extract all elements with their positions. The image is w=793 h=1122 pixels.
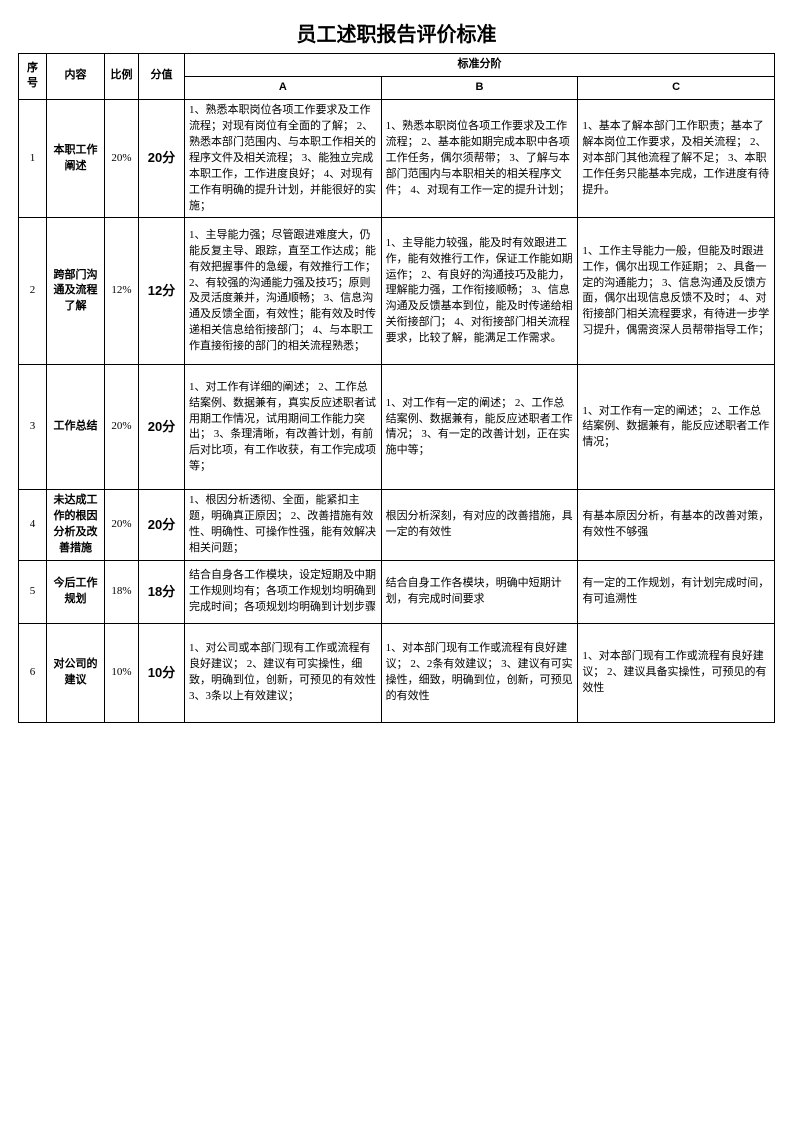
cell-A: 1、主导能力强；尽管跟进难度大，仍能反复主导、跟踪，直至工作达成；能有效把握事件…	[185, 218, 382, 365]
cell-B: 1、主导能力较强，能及时有效跟进工作，能有效推行工作，保证工作能如期运作； 2、…	[381, 218, 578, 365]
table-row: 4未达成工作的根因分析及改善措施20%20分1、根因分析透彻、全面，能紧扣主题，…	[19, 490, 775, 561]
cell-C: 有一定的工作规划，有计划完成时间，有可追溯性	[578, 561, 775, 624]
cell-idx: 3	[19, 365, 47, 490]
header-B: B	[381, 76, 578, 99]
cell-name: 跨部门沟通及流程了解	[47, 218, 105, 365]
table-row: 2跨部门沟通及流程了解12%12分1、主导能力强；尽管跟进难度大，仍能反复主导、…	[19, 218, 775, 365]
table-row: 6对公司的建议10%10分1、对公司或本部门现有工作或流程有良好建议； 2、建议…	[19, 624, 775, 723]
cell-ratio: 10%	[105, 624, 139, 723]
cell-score: 18分	[139, 561, 185, 624]
cell-C: 1、基本了解本部门工作职责；基本了解本岗位工作要求，及相关流程； 2、对本部门其…	[578, 99, 775, 218]
cell-C: 1、对工作有一定的阐述； 2、工作总结案例、数据兼有，能反应述职者工作情况；	[578, 365, 775, 490]
cell-A: 1、对公司或本部门现有工作或流程有良好建议； 2、建议有可实操性，细致，明确到位…	[185, 624, 382, 723]
cell-name: 工作总结	[47, 365, 105, 490]
header-C: C	[578, 76, 775, 99]
evaluation-table: 序号 内容 比例 分值 标准分阶 A B C 1本职工作阐述20%20分1、熟悉…	[18, 53, 775, 723]
cell-name: 今后工作规划	[47, 561, 105, 624]
page-title: 员工述职报告评价标准	[18, 18, 775, 47]
cell-score: 12分	[139, 218, 185, 365]
cell-score: 20分	[139, 99, 185, 218]
header-idx: 序号	[19, 54, 47, 100]
header-A: A	[185, 76, 382, 99]
cell-A: 1、熟悉本职岗位各项工作要求及工作流程；对现有岗位有全面的了解； 2、熟悉本部门…	[185, 99, 382, 218]
cell-B: 1、对本部门现有工作或流程有良好建议； 2、2条有效建议； 3、建议有可实操性，…	[381, 624, 578, 723]
cell-C: 有基本原因分析，有基本的改善对策，有效性不够强	[578, 490, 775, 561]
header-name: 内容	[47, 54, 105, 100]
cell-A: 1、根因分析透彻、全面，能紧扣主题，明确真正原因； 2、改善措施有效性、明确性、…	[185, 490, 382, 561]
cell-name: 未达成工作的根因分析及改善措施	[47, 490, 105, 561]
cell-name: 本职工作阐述	[47, 99, 105, 218]
cell-B: 根因分析深刻，有对应的改善措施，具一定的有效性	[381, 490, 578, 561]
cell-idx: 1	[19, 99, 47, 218]
cell-C: 1、对本部门现有工作或流程有良好建议； 2、建议具备实操性，可预见的有效性	[578, 624, 775, 723]
header-std-group: 标准分阶	[185, 54, 775, 77]
cell-idx: 2	[19, 218, 47, 365]
cell-name: 对公司的建议	[47, 624, 105, 723]
cell-idx: 5	[19, 561, 47, 624]
cell-ratio: 20%	[105, 490, 139, 561]
cell-B: 1、熟悉本职岗位各项工作要求及工作流程； 2、基本能如期完成本职中各项工作任务，…	[381, 99, 578, 218]
cell-ratio: 18%	[105, 561, 139, 624]
table-row: 3工作总结20%20分1、对工作有详细的阐述； 2、工作总结案例、数据兼有，真实…	[19, 365, 775, 490]
table-row: 1本职工作阐述20%20分1、熟悉本职岗位各项工作要求及工作流程；对现有岗位有全…	[19, 99, 775, 218]
cell-score: 20分	[139, 490, 185, 561]
cell-idx: 6	[19, 624, 47, 723]
cell-score: 10分	[139, 624, 185, 723]
cell-score: 20分	[139, 365, 185, 490]
cell-C: 1、工作主导能力一般，但能及时跟进工作，偶尔出现工作延期； 2、具备一定的沟通能…	[578, 218, 775, 365]
header-score: 分值	[139, 54, 185, 100]
cell-A: 结合自身各工作模块，设定短期及中期工作规则均有；各项工作规划均明确到完成时间；各…	[185, 561, 382, 624]
cell-B: 1、对工作有一定的阐述； 2、工作总结案例、数据兼有，能反应述职者工作情况； 3…	[381, 365, 578, 490]
cell-A: 1、对工作有详细的阐述； 2、工作总结案例、数据兼有，真实反应述职者试用期工作情…	[185, 365, 382, 490]
header-ratio: 比例	[105, 54, 139, 100]
cell-idx: 4	[19, 490, 47, 561]
cell-ratio: 20%	[105, 99, 139, 218]
table-row: 5今后工作规划18%18分结合自身各工作模块，设定短期及中期工作规则均有；各项工…	[19, 561, 775, 624]
cell-B: 结合自身工作各模块，明确中短期计划，有完成时间要求	[381, 561, 578, 624]
cell-ratio: 20%	[105, 365, 139, 490]
table-header: 序号 内容 比例 分值 标准分阶 A B C	[19, 54, 775, 100]
table-body: 1本职工作阐述20%20分1、熟悉本职岗位各项工作要求及工作流程；对现有岗位有全…	[19, 99, 775, 722]
cell-ratio: 12%	[105, 218, 139, 365]
